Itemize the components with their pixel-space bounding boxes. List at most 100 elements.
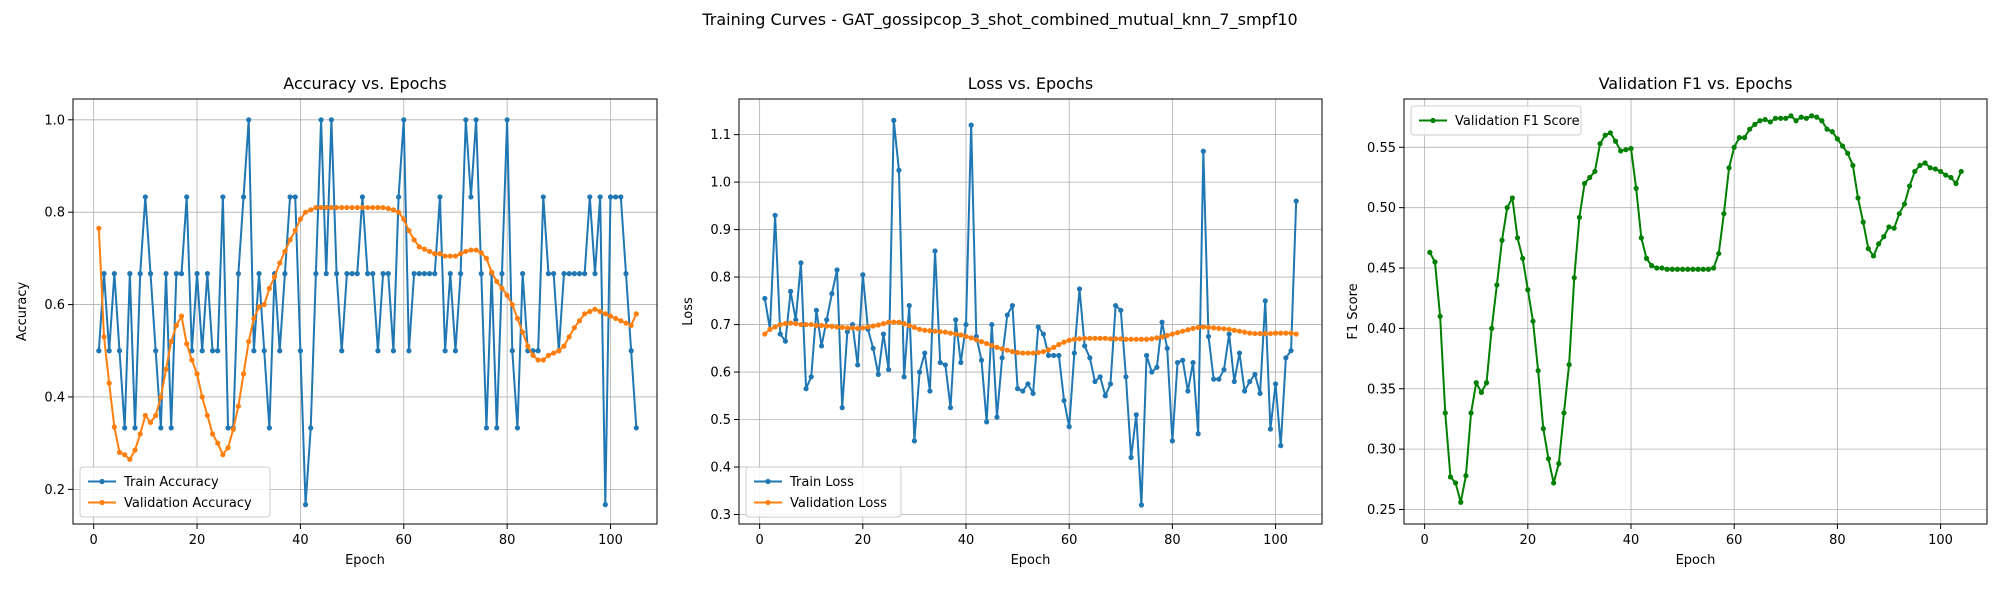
data-point [1731, 144, 1737, 150]
data-point [411, 271, 417, 277]
data-point [1649, 263, 1655, 269]
data-point [1288, 330, 1294, 336]
data-point [968, 122, 974, 128]
data-point [240, 371, 247, 377]
data-point [937, 359, 943, 366]
data-point [1535, 368, 1541, 374]
data-point [556, 348, 562, 354]
data-point [803, 386, 809, 392]
data-point [922, 350, 928, 356]
data-point [302, 502, 309, 508]
data-point [1247, 378, 1253, 385]
x-tick-label: 20 [855, 533, 872, 548]
data-point [1262, 298, 1268, 304]
data-point [896, 167, 902, 173]
data-point [395, 194, 402, 200]
data-point [1195, 324, 1201, 331]
data-point [163, 366, 169, 372]
data-point [499, 271, 505, 277]
data-point [101, 334, 107, 340]
x-tick-label: 0 [90, 533, 98, 548]
data-point [1803, 115, 1810, 121]
data-point [623, 271, 629, 277]
data-point [978, 357, 985, 363]
data-point [494, 278, 500, 285]
data-point [122, 452, 128, 458]
data-point [633, 425, 639, 431]
data-point [1700, 266, 1706, 272]
data-point [1200, 148, 1206, 154]
data-point [520, 271, 526, 277]
data-point [116, 348, 123, 354]
data-point [1509, 195, 1515, 201]
y-tick-label: 0.7 [710, 318, 731, 333]
x-tick-label: 100 [1263, 533, 1288, 548]
data-point [891, 117, 897, 123]
data-point [1216, 325, 1222, 331]
data-point [359, 194, 366, 200]
data-point [1216, 376, 1222, 382]
y-tick-label: 1.1 [710, 128, 731, 143]
data-point [607, 313, 614, 319]
data-point [891, 319, 897, 325]
data-point [204, 271, 210, 277]
x-tick-label: 60 [1726, 533, 1743, 548]
data-point [209, 348, 216, 354]
legend-label: Validation Accuracy [124, 496, 252, 511]
data-point [189, 357, 195, 363]
data-point [602, 311, 608, 317]
legend-swatch-marker [99, 499, 105, 506]
data-point [597, 194, 603, 200]
data-point [1231, 327, 1237, 333]
data-point [1180, 328, 1186, 334]
data-point [1442, 410, 1448, 416]
data-point [525, 343, 531, 349]
data-point [354, 271, 360, 277]
x-tick-label: 20 [1520, 533, 1537, 548]
data-point [1829, 129, 1835, 135]
x-axis-label: Epoch [1676, 553, 1716, 568]
data-point [551, 271, 557, 277]
data-point [1458, 499, 1464, 505]
legend-label: Validation F1 Score [1455, 114, 1580, 129]
data-point [1932, 166, 1939, 172]
data-point [1602, 132, 1608, 138]
x-tick-label: 0 [1420, 533, 1428, 548]
data-point [1138, 502, 1145, 508]
data-point [798, 321, 804, 328]
data-point [1473, 380, 1479, 386]
data-point [215, 440, 221, 446]
data-point [421, 246, 428, 252]
data-point [111, 424, 117, 430]
data-point [1520, 255, 1526, 261]
data-point [1107, 336, 1114, 342]
data-point [354, 204, 360, 211]
data-point [1025, 350, 1031, 356]
data-point [551, 350, 557, 356]
series-line-2 [97, 206, 638, 461]
y-tick-label: 0.5 [710, 413, 731, 428]
data-point [994, 344, 1000, 350]
data-point [1128, 454, 1134, 461]
data-point [1195, 431, 1201, 437]
data-point [1278, 443, 1284, 449]
data-point [623, 320, 629, 326]
data-point [1912, 168, 1918, 175]
data-point [302, 209, 309, 215]
data-point [545, 352, 552, 358]
data-point [1283, 355, 1289, 361]
data-point [1278, 330, 1284, 336]
data-point [901, 374, 907, 380]
data-point [1741, 135, 1748, 141]
data-point [1045, 352, 1052, 359]
data-point [855, 325, 861, 331]
data-point [437, 194, 443, 200]
data-point [947, 405, 954, 411]
data-point [1102, 393, 1108, 399]
data-point [1452, 480, 1459, 486]
data-point [1051, 352, 1057, 359]
data-point [1922, 160, 1928, 166]
chart-title: Validation F1 vs. Epochs [1599, 74, 1793, 93]
data-point [916, 369, 923, 375]
data-point [1463, 473, 1469, 479]
